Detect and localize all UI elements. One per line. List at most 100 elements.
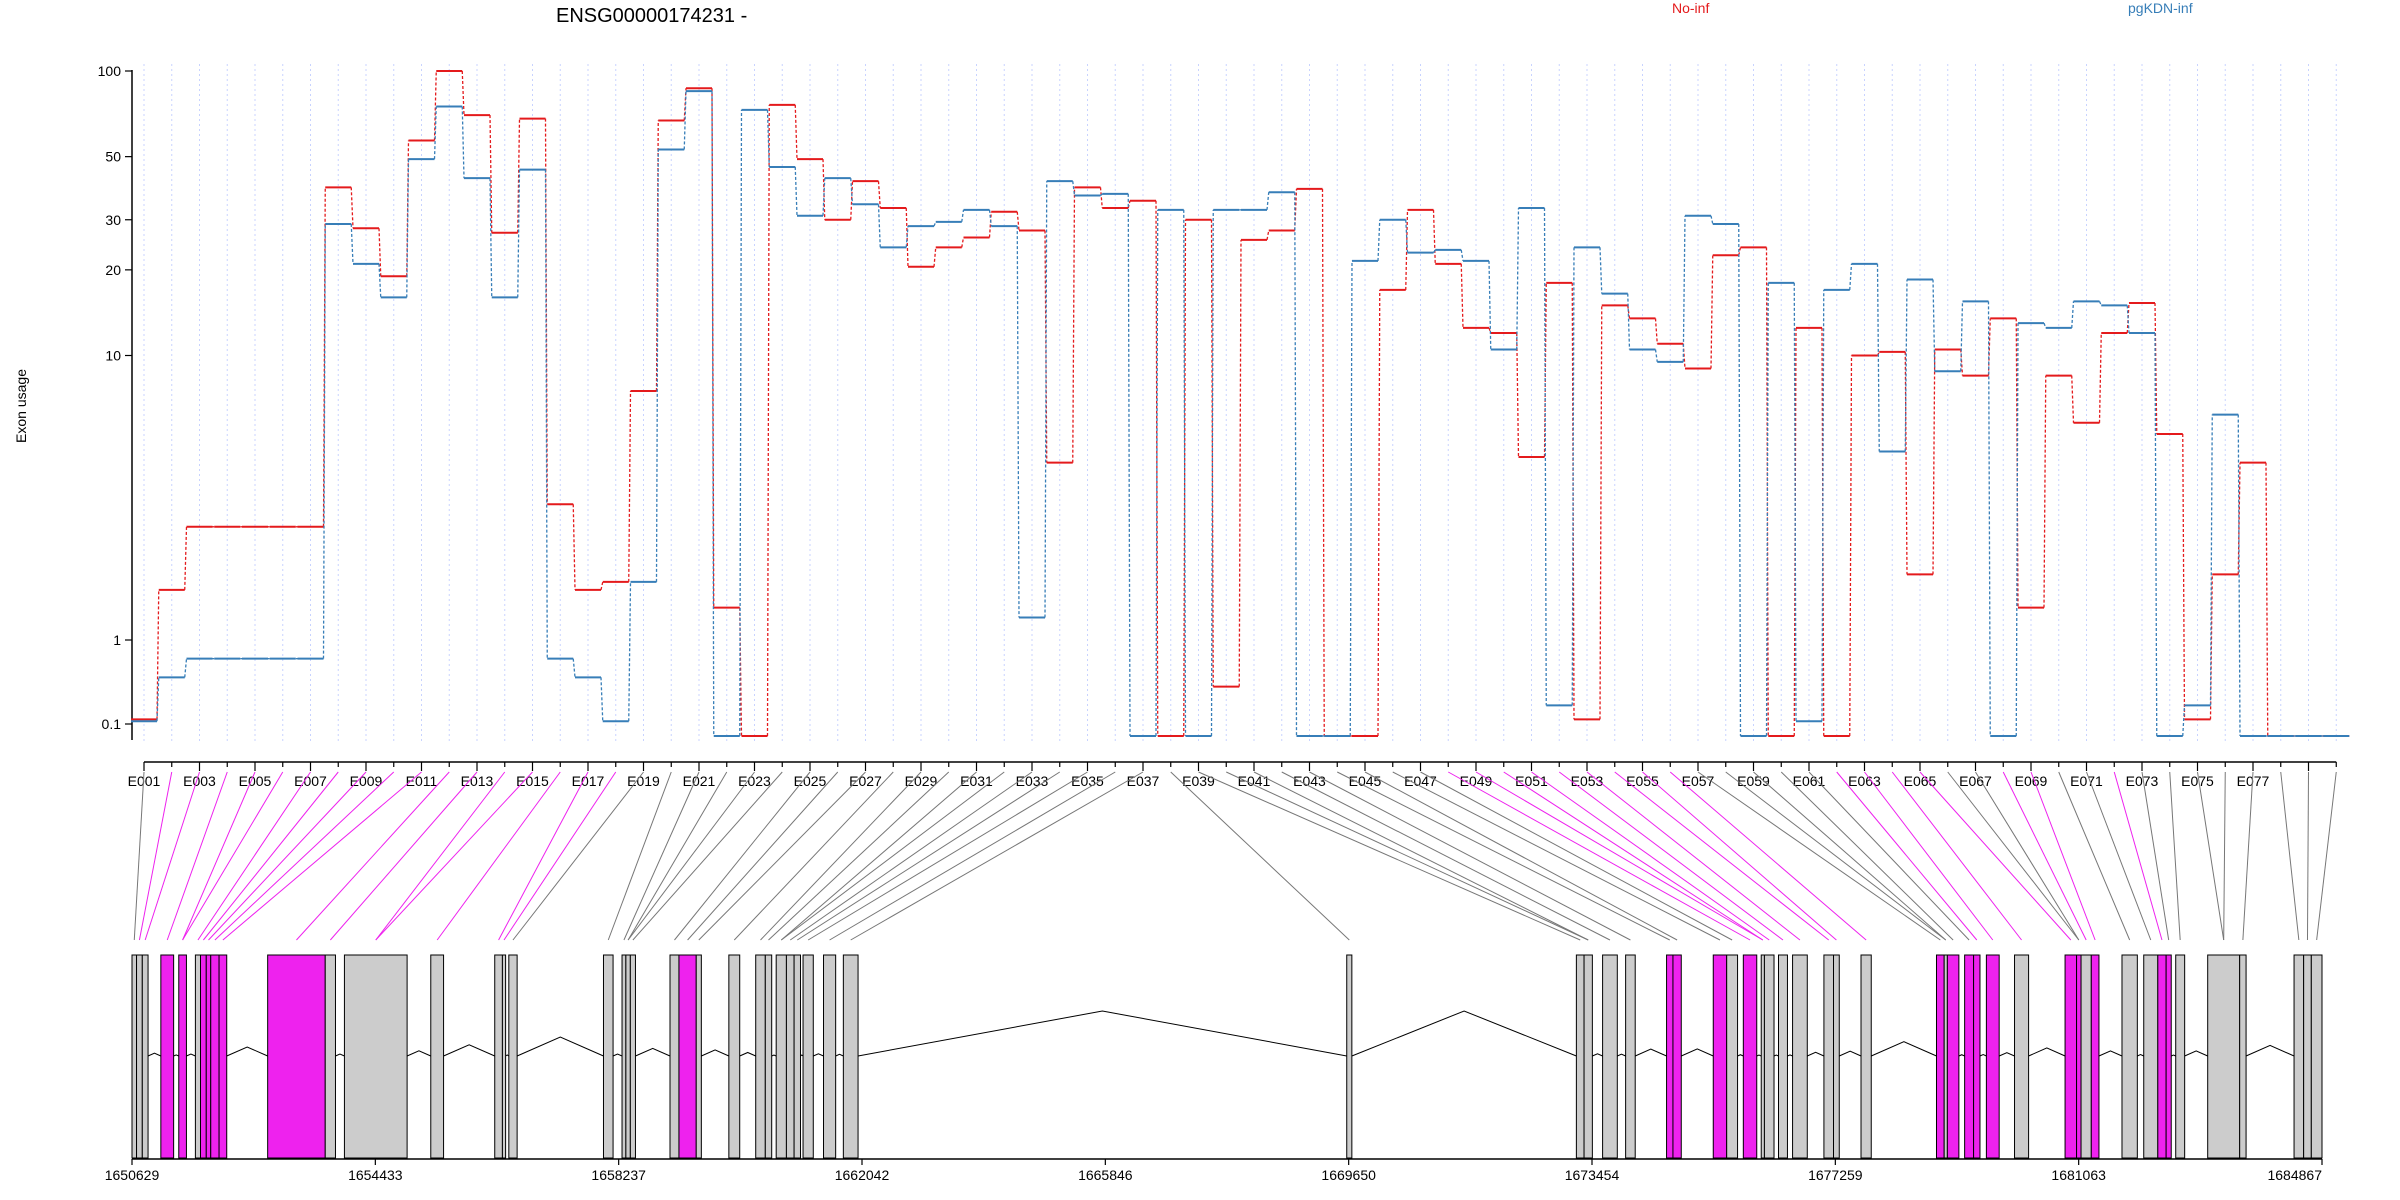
series-1-connector — [2182, 433, 2186, 720]
intron-line — [857, 1010, 1347, 1057]
series-1-connector — [1849, 355, 1853, 737]
series-2-connector — [378, 263, 382, 298]
exon-box — [602, 954, 614, 1159]
intron-line — [443, 1044, 495, 1057]
exon-connector — [375, 771, 506, 941]
series-1-connector — [1488, 327, 1492, 334]
genomic-tick-label: 1681063 — [2051, 1167, 2106, 1183]
series-2-connector — [2182, 705, 2186, 737]
exon-box — [267, 954, 326, 1159]
y-tick-label: 10 — [105, 348, 121, 364]
exon-box — [1575, 954, 1585, 1159]
intron-line — [1998, 1052, 2015, 1057]
series-2-connector — [350, 223, 354, 264]
y-tick-label: 0.1 — [102, 716, 122, 732]
exon-box — [785, 954, 795, 1159]
exon-box — [194, 954, 202, 1159]
series-2-connector — [1543, 207, 1547, 706]
y-tick-label: 50 — [105, 149, 121, 165]
series-2-connector — [1738, 223, 1742, 737]
series-2-connector — [1488, 260, 1492, 350]
exon-box — [728, 954, 741, 1159]
exon-box — [1625, 954, 1636, 1159]
series-2-connector — [2209, 414, 2213, 706]
exon-connector — [133, 771, 145, 941]
exon-connector — [202, 771, 339, 941]
series-1-connector — [1516, 332, 1520, 457]
x-tick-label: E021 — [683, 773, 716, 789]
series-2-connector — [1016, 226, 1020, 618]
exon-connector — [144, 771, 200, 941]
series-2-connector — [1266, 192, 1270, 210]
x-tick-label: E039 — [1182, 773, 1215, 789]
intron-line — [1635, 1048, 1667, 1057]
x-tick-label: E073 — [2126, 773, 2159, 789]
y-tick-label: 30 — [105, 212, 121, 228]
series-1-connector — [2015, 318, 2019, 608]
intron-line — [1773, 1054, 1779, 1057]
intron-line — [1592, 1053, 1603, 1057]
series-2-connector — [1460, 249, 1464, 262]
series-1-connector — [794, 104, 798, 160]
series-1-connector — [933, 247, 937, 267]
exon-connector — [1642, 771, 1837, 941]
series-2-connector — [1821, 289, 1825, 722]
y-tick-label: 100 — [98, 63, 122, 79]
series-2-connector — [1904, 279, 1908, 452]
exon-connector — [2141, 771, 2170, 941]
exon-box — [1726, 954, 1739, 1159]
exon-connector — [797, 771, 1061, 941]
exon-connector — [1669, 771, 1867, 941]
series-1-connector — [711, 88, 715, 608]
chart-title: ENSG00000174231 - — [556, 5, 747, 27]
exon-connector — [2223, 771, 2226, 941]
series-2-connector — [1849, 263, 1853, 290]
exon-box — [2014, 954, 2030, 1159]
x-tick-label: E001 — [128, 773, 161, 789]
series-lines — [131, 70, 2350, 737]
exon-connector — [780, 771, 1005, 941]
x-tick-label: E007 — [294, 773, 327, 789]
exon-connector — [138, 771, 173, 941]
series-2-connector — [2043, 322, 2047, 329]
exon-box — [1792, 954, 1808, 1159]
exon-connector — [2030, 771, 2096, 941]
exon-box — [625, 954, 631, 1159]
intron-line — [173, 1054, 179, 1057]
intron-line — [335, 1053, 345, 1057]
intron-line — [147, 1052, 162, 1057]
series-1-connector — [988, 211, 992, 238]
intron-line — [406, 1050, 431, 1057]
exon-box — [2090, 954, 2100, 1159]
intron-line — [2098, 1050, 2123, 1057]
x-tick-label: E027 — [849, 773, 882, 789]
series-1-connector — [739, 607, 743, 737]
exon-connector — [850, 771, 1144, 941]
series-2-connector — [1682, 215, 1686, 362]
series-1-connector — [1072, 187, 1076, 463]
x-tick-label: E029 — [905, 773, 938, 789]
series-1-connector — [1987, 318, 1991, 376]
series-2-connector — [794, 166, 798, 216]
series-1-connector — [628, 391, 632, 582]
exon-box — [210, 954, 220, 1159]
series-1-connector — [1627, 305, 1631, 319]
x-tick-label: E015 — [516, 773, 549, 789]
exon-connector — [296, 771, 450, 941]
exon-connector — [1780, 771, 1954, 941]
intron-line — [1351, 1010, 1577, 1057]
exon-box — [1672, 954, 1682, 1159]
series-2-connector — [961, 209, 965, 222]
series-2-connector — [1100, 193, 1103, 196]
exon-box — [1602, 954, 1618, 1159]
exon-connector-lines — [133, 771, 2337, 941]
x-tick-label: E041 — [1238, 773, 1271, 789]
exon-connector — [1503, 771, 1764, 941]
exon-connector — [197, 771, 311, 941]
series-2-connector — [544, 169, 548, 659]
exon-box — [775, 954, 787, 1159]
exon-box — [2207, 954, 2241, 1159]
exon-connector — [2002, 771, 2087, 941]
exon-connector — [1170, 771, 1350, 941]
intron-line — [1787, 1054, 1793, 1057]
